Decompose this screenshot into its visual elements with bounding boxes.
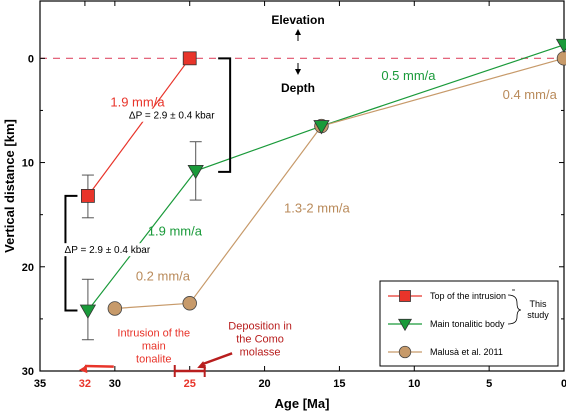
pressure-label: ΔP = 2.9 ± 0.4 kbar xyxy=(129,111,215,122)
data-point-main xyxy=(313,120,330,135)
annotation-line: Deposition in xyxy=(228,320,292,332)
annotation-line: main xyxy=(142,341,166,353)
x-tick-label: 0 xyxy=(561,378,566,390)
x-tick-label: 15 xyxy=(333,378,345,390)
legend-marker-main xyxy=(397,318,413,332)
series-line-main xyxy=(87,44,565,311)
depth-label: Depth xyxy=(281,81,315,95)
elevation-label: Elevation xyxy=(271,13,324,27)
rate-label: 0.5 mm/a xyxy=(381,68,436,83)
y-tick-label: 0 xyxy=(28,53,34,65)
annotation-arrow xyxy=(202,352,233,366)
legend-marker-malusa xyxy=(398,345,412,359)
axis-ticks: 35 32 30 25 20 15 10 5 0 0 10 20 30 xyxy=(22,1,566,390)
series-line-top xyxy=(87,57,191,197)
legend-group-line: This xyxy=(529,299,547,309)
legend-label: Main tonalitic body xyxy=(430,319,505,329)
event-annotations: Intrusion of the main tonalite Deposition i… xyxy=(78,320,292,377)
data-point-main xyxy=(79,304,97,319)
series-markers xyxy=(79,38,566,319)
y-tick-label: 30 xyxy=(22,366,34,378)
series-lines xyxy=(87,44,565,311)
y-axis-title: Vertical distance [km] xyxy=(2,119,17,253)
annotation-arrowhead xyxy=(78,365,88,374)
legend-group-brace xyxy=(507,294,522,325)
legend-group-label: This study xyxy=(527,299,549,320)
x-tick-label: 25 xyxy=(184,378,196,390)
rate-label: 1.3-2 mm/a xyxy=(284,201,351,216)
legend: Top of the intrusion Main tonalitic body M… xyxy=(379,280,559,367)
data-point-main xyxy=(187,164,204,180)
data-point-malusa xyxy=(107,301,123,316)
series-line-malusa xyxy=(114,57,565,310)
legend-label: Malusà et al. 2011 xyxy=(430,347,503,357)
legend-label: Top of the intrusion xyxy=(430,291,506,301)
pressure-label-bg xyxy=(127,108,216,122)
annotation-line: molasse xyxy=(240,346,281,358)
x-axis-title: Age [Ma] xyxy=(275,396,330,411)
legend-marker-top xyxy=(399,290,411,302)
x-tick-label: 5 xyxy=(486,378,492,390)
annotation-arrow xyxy=(84,364,114,368)
pressure-label: ΔP = 2.9 ± 0.4 kbar xyxy=(65,245,151,256)
x-tick-label: 35 xyxy=(34,378,46,390)
annotation-text: Deposition in the Como molasse xyxy=(228,320,292,358)
annotation-text: Intrusion of the main tonalite xyxy=(117,328,190,366)
rate-label: 1.9 mm/a xyxy=(148,224,203,239)
x-tick-label: 10 xyxy=(408,378,420,390)
data-point-top xyxy=(182,51,197,66)
legend-group-line: study xyxy=(527,310,549,320)
depth-arrowhead xyxy=(295,69,301,75)
data-point-malusa xyxy=(182,296,197,311)
pressure-brackets: ΔP = 2.9 ± 0.4 kbar ΔP = 2.9 ± 0.4 kbar xyxy=(63,57,232,312)
rate-label: 0.4 mm/a xyxy=(503,87,558,102)
x-tick-label: 20 xyxy=(258,378,270,390)
rate-labels: 1.9 mm/a 1.9 mm/a 0.5 mm/a 0.4 mm/a 1.3-2 mm… xyxy=(110,68,558,283)
elevation-arrowhead xyxy=(295,29,301,35)
annotation-line: the Como xyxy=(236,333,284,345)
rate-label: 1.9 mm/a xyxy=(110,94,165,109)
y-tick-label: 20 xyxy=(22,262,34,274)
rate-label: 0.2 mm/a xyxy=(136,268,191,283)
pressure-bracket xyxy=(218,57,232,173)
pressure-label-bg xyxy=(63,243,152,257)
y-tick-label: 10 xyxy=(22,158,34,170)
data-point-main xyxy=(555,38,566,54)
annotation-line: tonalite xyxy=(136,354,171,366)
annotation-line: Intrusion of the xyxy=(117,328,190,340)
x-tick-label: 30 xyxy=(109,378,121,390)
elevation-depth-indicator: Elevation Depth xyxy=(271,13,324,95)
x-tick-label: 32 xyxy=(79,378,91,390)
data-point-top xyxy=(81,189,95,203)
